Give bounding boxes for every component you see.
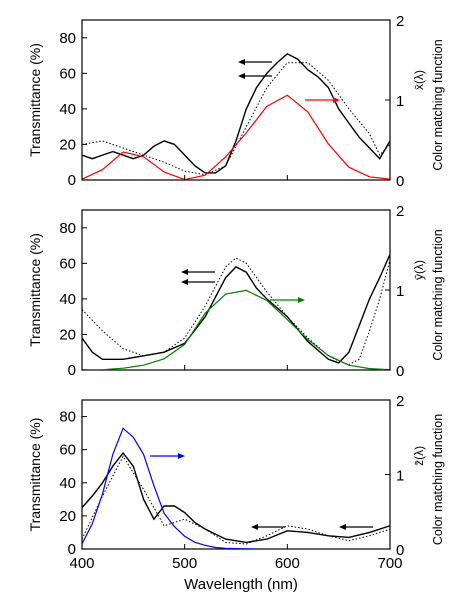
x-tick-label: 700 <box>377 555 402 572</box>
cmf-tick-label: 2 <box>396 13 404 30</box>
x-tick-label: 600 <box>275 555 300 572</box>
panel-x-bar: Transmittance (%) Color matching functio… <box>27 13 445 190</box>
cmf-tick-label: 1 <box>396 468 404 485</box>
arrow-left-head <box>339 524 346 530</box>
transmittance-dotted-line <box>82 257 390 366</box>
cmf-symbol: x̄(λ) <box>412 70 426 90</box>
transmittance-solid-line <box>82 254 390 364</box>
y-tick-label: 0 <box>68 541 76 558</box>
arrow-left-head <box>238 59 245 65</box>
y-tick-label: 80 <box>59 409 76 426</box>
cmf-tick-label: 0 <box>396 542 404 559</box>
cmf-symbol: ȳ(λ) <box>412 260 426 280</box>
cmf-axis-title: Color matching function <box>431 229 445 360</box>
cmf-axis-title: Color matching function <box>431 414 445 545</box>
arrow-left-head <box>251 524 258 530</box>
transmittance-dotted-line <box>82 62 390 176</box>
cmf-tick-label: 1 <box>396 283 404 300</box>
arrow-left-head <box>238 73 245 79</box>
x-axis-title: Wavelength (nm) <box>184 576 298 593</box>
transmittance-solid-line <box>82 451 390 544</box>
y-tick-label: 60 <box>59 65 76 82</box>
cmf-line <box>82 94 390 180</box>
arrow-right-head <box>178 453 185 459</box>
cmf-tick-label: 0 <box>396 173 404 190</box>
transmittance-dotted-line <box>82 455 390 545</box>
y-tick-label: 60 <box>59 442 76 459</box>
cmf-line <box>82 289 390 370</box>
arrow-left-head <box>181 279 188 285</box>
y-axis-title: Transmittance (%) <box>27 233 43 347</box>
arrow-right-head <box>298 297 305 303</box>
y-axis-title: Transmittance (%) <box>27 43 43 157</box>
y-tick-label: 20 <box>59 508 76 525</box>
y-tick-label: 0 <box>68 172 76 189</box>
y-tick-label: 0 <box>68 362 76 379</box>
cmf-axis-title: Color matching function <box>431 39 445 170</box>
x-tick-label: 500 <box>172 555 197 572</box>
arrow-left-head <box>181 269 188 275</box>
arrow-right-head <box>333 97 340 103</box>
cmf-symbol: z̄(λ) <box>412 446 426 466</box>
panel-z-bar: Transmittance (%) Color matching functio… <box>27 393 445 593</box>
y-tick-label: 80 <box>59 220 76 237</box>
y-tick-label: 20 <box>59 136 76 153</box>
cmf-tick-label: 0 <box>396 363 404 380</box>
y-tick-label: 40 <box>59 101 76 118</box>
cmf-tick-label: 2 <box>396 203 404 220</box>
y-tick-label: 40 <box>59 291 76 308</box>
transmittance-solid-line <box>82 52 390 174</box>
x-tick-label: 400 <box>69 555 94 572</box>
y-tick-label: 80 <box>59 30 76 47</box>
cmf-tick-label: 2 <box>396 393 404 410</box>
y-tick-label: 40 <box>59 475 76 492</box>
cmf-tick-label: 1 <box>396 93 404 110</box>
plot-frame <box>81 209 391 371</box>
y-tick-label: 60 <box>59 255 76 272</box>
y-tick-label: 20 <box>59 326 76 343</box>
y-axis-title: Transmittance (%) <box>27 418 43 532</box>
cmf-line <box>82 427 257 549</box>
panel-y-bar: Transmittance (%) Color matching functio… <box>27 203 445 380</box>
plot-frame <box>81 19 391 181</box>
